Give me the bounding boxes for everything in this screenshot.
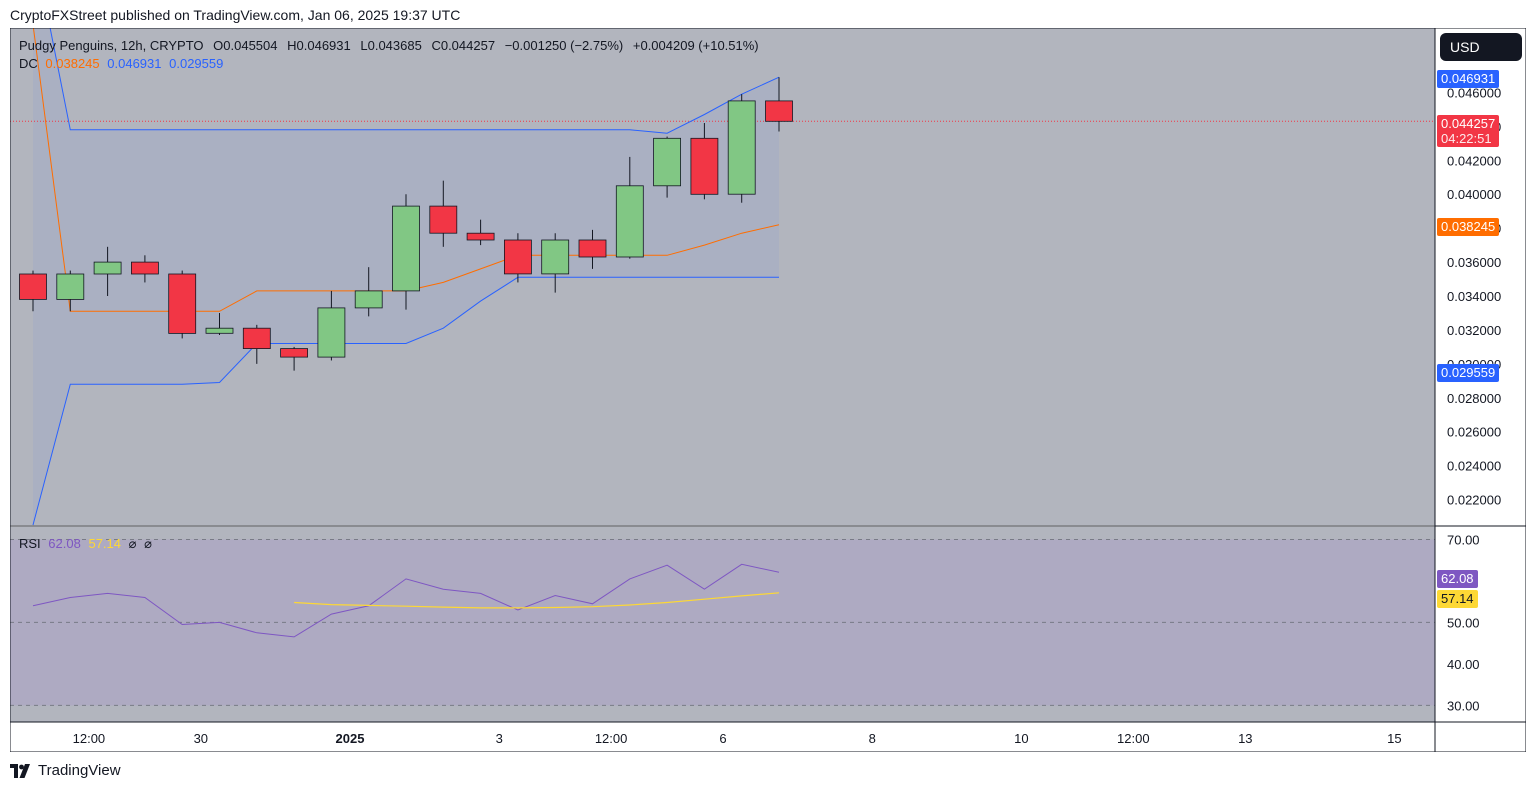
- chart-svg[interactable]: 0.0220000.0240000.0260000.0280000.030000…: [10, 28, 1526, 752]
- rsi-legend-na-1: ⌀: [128, 536, 137, 551]
- candle-up[interactable]: [653, 137, 681, 187]
- publisher-header: CryptoFXStreet published on TradingView.…: [10, 7, 461, 23]
- footer: TradingView: [10, 762, 121, 779]
- candle-down[interactable]: [131, 261, 159, 275]
- dc-legend: DC 0.038245 0.046931 0.029559: [19, 56, 227, 71]
- dc-mid-price-label: 0.038245: [1437, 218, 1500, 236]
- time-tick-label: 12:00: [595, 731, 628, 746]
- candle-down[interactable]: [690, 137, 719, 195]
- candle-up[interactable]: [392, 205, 420, 292]
- legend-high: H0.046931: [287, 38, 351, 53]
- candle-up[interactable]: [317, 307, 346, 358]
- legend-open: O0.045504: [213, 38, 278, 53]
- price-axis[interactable]: 0.0220000.0240000.0260000.0280000.030000…: [1447, 86, 1501, 508]
- candle-up[interactable]: [354, 290, 383, 309]
- price-tick-label: 0.036000: [1447, 255, 1501, 270]
- currency-button[interactable]: USD: [1440, 33, 1522, 61]
- legend-change2: +0.004209 (+10.51%): [632, 38, 759, 53]
- legend-close: C0.044257: [431, 38, 496, 53]
- bar-countdown: 04:22:51: [1441, 131, 1492, 146]
- time-tick-label: 12:00: [73, 731, 106, 746]
- time-axis[interactable]: 12:00 30 2025 3 12:00 6 8 10 12:00 13 15: [73, 731, 1402, 746]
- candle-down[interactable]: [466, 232, 495, 241]
- time-tick-label: 12:00: [1117, 731, 1150, 746]
- price-tick-label: 0.034000: [1447, 289, 1501, 304]
- rsi-tick-label: 70.00: [1447, 532, 1480, 547]
- time-tick-label: 10: [1014, 731, 1028, 746]
- candle-up[interactable]: [205, 327, 234, 334]
- price-tick-label: 0.032000: [1447, 323, 1501, 338]
- rsi-legend-ma: 57.14: [88, 536, 122, 551]
- rsi-ma-value-label: 57.14: [1437, 590, 1478, 608]
- price-tick-label: 0.024000: [1447, 459, 1501, 474]
- rsi-tick-label: 50.00: [1447, 615, 1480, 630]
- candle-down[interactable]: [242, 327, 271, 350]
- time-tick-label: 13: [1238, 731, 1252, 746]
- chart-frame[interactable]: 0.0220000.0240000.0260000.0280000.030000…: [10, 28, 1526, 752]
- rsi-legend: RSI 62.08 57.14 ⌀ ⌀: [19, 536, 156, 552]
- candle-down[interactable]: [280, 348, 309, 358]
- time-tick-label: 30: [194, 731, 208, 746]
- price-tick-label: 0.028000: [1447, 391, 1501, 406]
- price-tick-label: 0.026000: [1447, 425, 1501, 440]
- tradingview-logo-icon[interactable]: [10, 763, 32, 778]
- time-tick-label: 15: [1387, 731, 1401, 746]
- dc-legend-upper: 0.046931: [107, 56, 162, 71]
- rsi-legend-na-2: ⌀: [144, 536, 152, 551]
- rsi-tick-label: 30.00: [1447, 698, 1480, 713]
- price-tick-label: 0.040000: [1447, 187, 1501, 202]
- time-tick-label: 3: [496, 731, 503, 746]
- candle-down[interactable]: [503, 239, 532, 275]
- legend-low: L0.043685: [360, 38, 422, 53]
- candle-up[interactable]: [93, 261, 122, 275]
- last-price-value: 0.044257: [1441, 116, 1496, 131]
- rsi-line: [32, 563, 780, 638]
- rsi-legend-label[interactable]: RSI: [19, 536, 41, 551]
- candles-group: [19, 77, 793, 371]
- rsi-legend-value: 62.08: [48, 536, 81, 551]
- candle-down[interactable]: [765, 100, 793, 122]
- rsi-tick-label: 40.00: [1447, 657, 1480, 672]
- last-price-label: 0.044257 04:22:51: [1437, 115, 1500, 147]
- candle-up[interactable]: [615, 185, 644, 258]
- candle-down[interactable]: [168, 273, 197, 334]
- time-tick-label: 8: [869, 731, 876, 746]
- candle-down[interactable]: [429, 205, 458, 234]
- candle-down[interactable]: [578, 239, 607, 258]
- price-tick-label: 0.042000: [1447, 153, 1501, 168]
- dc-lower-line: [32, 276, 779, 526]
- time-tick-label: 2025: [336, 731, 365, 746]
- price-tick-label: 0.022000: [1447, 493, 1501, 508]
- dc-upper-line: [49, 28, 780, 134]
- dc-legend-mid: 0.038245: [45, 56, 100, 71]
- main-legend: Pudgy Penguins, 12h, CRYPTO O0.045504 H0…: [19, 38, 765, 53]
- time-tick-label: 6: [719, 731, 726, 746]
- dc-legend-lower: 0.029559: [169, 56, 224, 71]
- dc-upper-price-label: 0.046931: [1437, 70, 1500, 88]
- rsi-ma-line: [294, 592, 780, 609]
- price-tick-label: 0.046000: [1447, 86, 1501, 101]
- rsi-value-label: 62.08: [1437, 570, 1478, 588]
- legend-change: −0.001250 (−2.75%): [504, 38, 624, 53]
- symbol-title[interactable]: Pudgy Penguins, 12h, CRYPTO: [19, 38, 204, 53]
- rsi-axis[interactable]: 70.00 50.00 40.00 30.00: [1447, 532, 1480, 713]
- candle-up[interactable]: [727, 100, 756, 195]
- tradingview-brand[interactable]: TradingView: [38, 762, 121, 779]
- candle-up[interactable]: [56, 273, 85, 300]
- dc-legend-label[interactable]: DC: [19, 56, 38, 71]
- candle-up[interactable]: [541, 239, 570, 275]
- rsi-band-lines: [10, 538, 1435, 706]
- dc-lower-price-label: 0.029559: [1437, 364, 1500, 382]
- candle-down[interactable]: [19, 273, 47, 300]
